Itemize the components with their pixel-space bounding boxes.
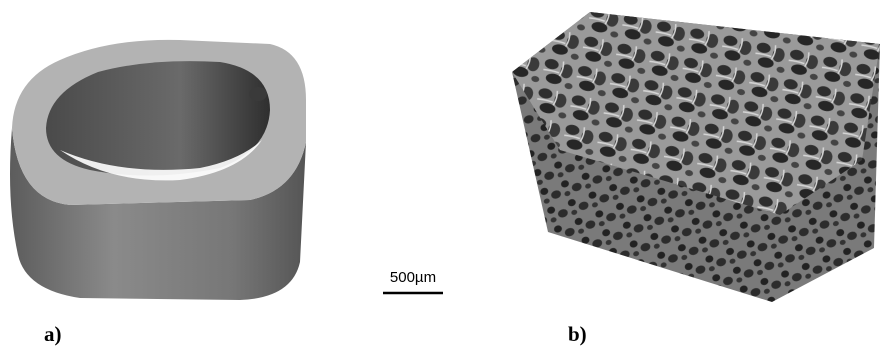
small-canal (249, 87, 267, 101)
trabecular-bone-render (512, 12, 880, 302)
figure: 500µm a) b) (0, 0, 887, 349)
panel-label: a) (44, 322, 62, 346)
scale-bar-label: 500µm (390, 269, 436, 286)
page: 500µm a) b) (() => { const data = JSON.p… (0, 0, 887, 349)
cortical-bone-render (10, 40, 306, 300)
panel-label: b) (568, 322, 587, 346)
